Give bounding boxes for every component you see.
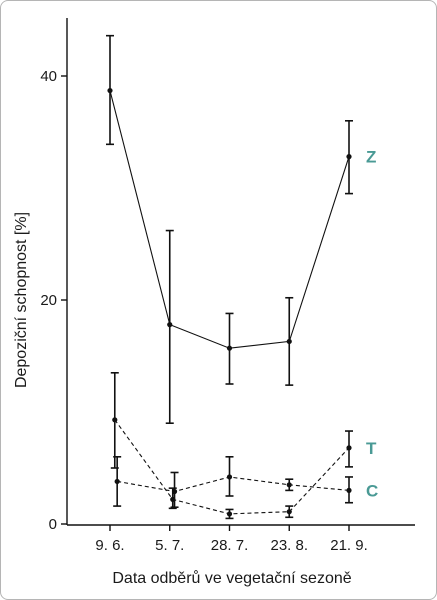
data-point <box>286 482 292 488</box>
data-point <box>286 338 292 345</box>
x-tick-label: 23. 8. <box>270 537 308 554</box>
series-line <box>109 90 350 349</box>
data-point <box>346 154 352 160</box>
x-tick-label: 21. 9. <box>330 537 368 554</box>
data-point <box>346 445 352 451</box>
series-c <box>113 455 353 509</box>
x-tick-label: 28. 7. <box>211 537 249 554</box>
series-label-t: T <box>366 439 377 458</box>
axes <box>66 18 415 526</box>
y-tick-label: 0 <box>49 516 57 533</box>
series-label-c: C <box>366 481 378 500</box>
data-point <box>226 474 233 480</box>
series-label-z: Z <box>366 148 376 167</box>
series-z <box>106 34 353 425</box>
data-point <box>226 511 233 517</box>
y-axis-label: Depoziční schopnost [%] <box>13 212 30 388</box>
data-point <box>171 488 178 495</box>
series-t <box>110 371 353 520</box>
y-tick-label: 20 <box>40 292 57 309</box>
x-axis-label: Data odběrů ve vegetační sezoně <box>112 569 351 587</box>
plot-area <box>106 34 353 520</box>
data-point <box>114 478 120 485</box>
data-point <box>286 509 292 515</box>
x-tick-label: 5. 7. <box>155 537 184 554</box>
ticks: 0 20 40 9. 6. 5. 7. 28. 7. 23. 8. 21. 9. <box>40 68 367 554</box>
y-tick-label: 40 <box>40 68 57 85</box>
data-point <box>112 417 118 423</box>
data-point <box>226 345 233 351</box>
series-labels: Z T C <box>366 148 378 501</box>
series-line <box>114 419 350 515</box>
x-tick-label: 9. 6. <box>95 537 124 554</box>
data-point <box>346 487 352 493</box>
data-point <box>167 322 173 328</box>
data-point <box>107 87 113 94</box>
